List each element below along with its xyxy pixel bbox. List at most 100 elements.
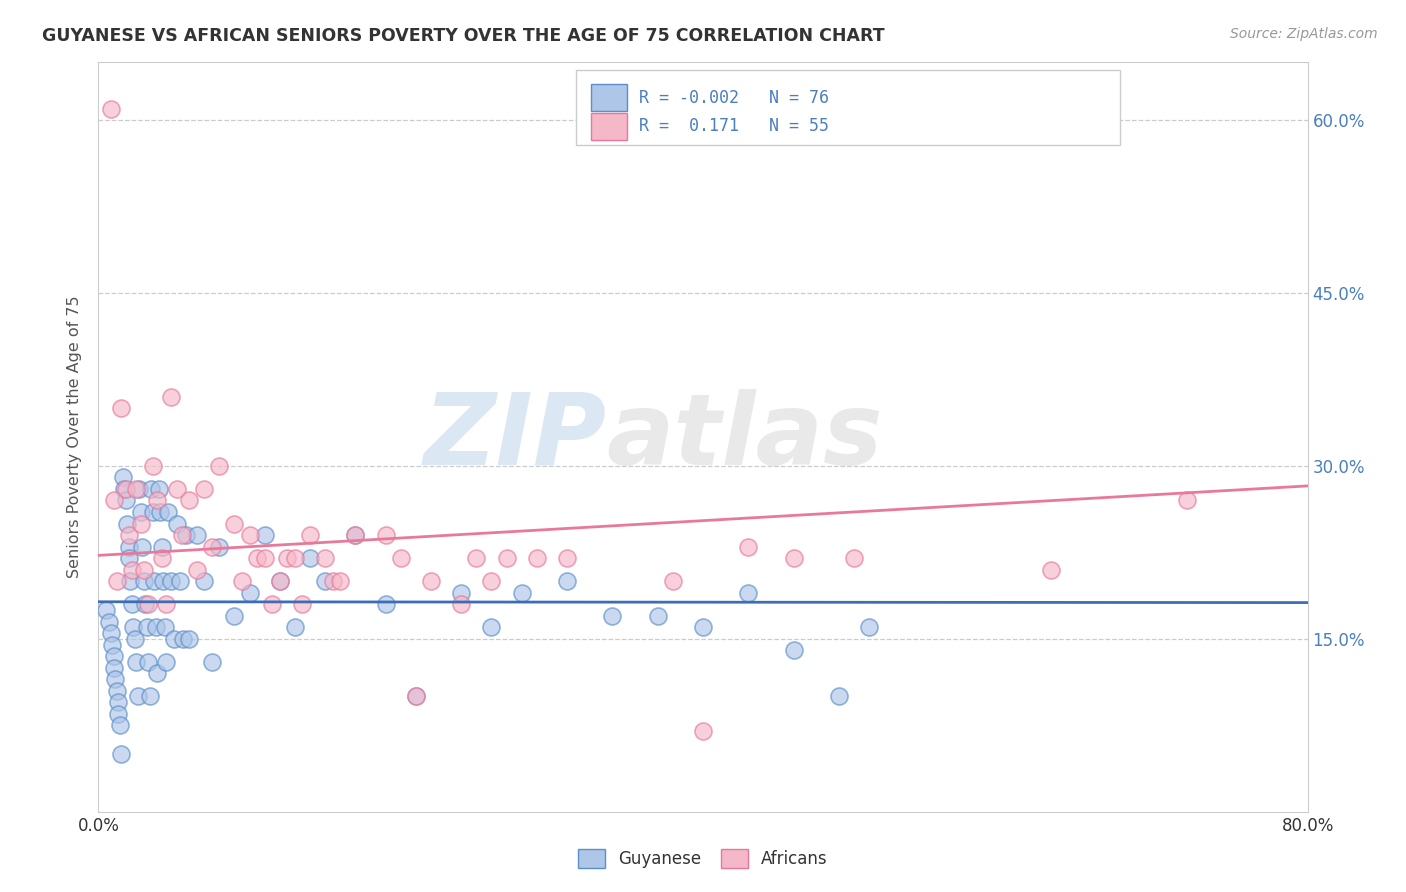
Point — [555, 551, 578, 566]
Point — [169, 574, 191, 589]
Point — [405, 690, 427, 704]
Point — [322, 574, 344, 589]
Point — [828, 690, 851, 704]
Point — [172, 632, 194, 646]
Point — [602, 608, 624, 623]
Point — [314, 574, 336, 589]
Point — [121, 597, 143, 611]
Point — [405, 690, 427, 704]
Point — [128, 482, 150, 496]
Text: atlas: atlas — [606, 389, 883, 485]
Point — [122, 620, 145, 634]
Point — [186, 563, 208, 577]
Text: GUYANESE VS AFRICAN SENIORS POVERTY OVER THE AGE OF 75 CORRELATION CHART: GUYANESE VS AFRICAN SENIORS POVERTY OVER… — [42, 27, 884, 45]
Point — [344, 528, 367, 542]
Point — [844, 551, 866, 566]
Point — [420, 574, 443, 589]
Point — [115, 516, 138, 531]
Point — [291, 597, 314, 611]
Point — [253, 551, 276, 566]
Point — [555, 574, 578, 589]
Point — [103, 660, 125, 674]
Point — [98, 615, 121, 629]
Point — [145, 620, 167, 634]
Point — [146, 493, 169, 508]
Point — [179, 493, 201, 508]
Point — [142, 505, 165, 519]
Point — [150, 540, 173, 554]
Point — [104, 672, 127, 686]
Point — [120, 574, 142, 589]
Point — [129, 516, 152, 531]
Point — [284, 620, 307, 634]
Point — [1039, 563, 1062, 577]
Point — [124, 632, 146, 646]
Point — [314, 551, 336, 566]
Point — [858, 620, 880, 634]
Point — [692, 620, 714, 634]
Point — [450, 597, 472, 611]
Point — [107, 695, 129, 709]
Point — [134, 597, 156, 611]
Point — [142, 458, 165, 473]
Text: ZIP: ZIP — [423, 389, 606, 485]
Point — [160, 574, 183, 589]
Point — [450, 585, 472, 599]
Point — [179, 632, 201, 646]
Point — [127, 690, 149, 704]
Point — [186, 528, 208, 542]
Point — [269, 574, 291, 589]
Point — [132, 563, 155, 577]
Point — [170, 528, 193, 542]
Point — [155, 597, 177, 611]
Point — [129, 505, 152, 519]
Point — [193, 482, 215, 496]
Point — [526, 551, 548, 566]
Point — [107, 706, 129, 721]
Point — [166, 516, 188, 531]
Point — [100, 626, 122, 640]
Point — [136, 597, 159, 611]
Point — [661, 574, 683, 589]
Point — [156, 505, 179, 519]
Point — [465, 551, 488, 566]
Point — [193, 574, 215, 589]
Point — [100, 102, 122, 116]
Point — [481, 620, 503, 634]
Point — [132, 574, 155, 589]
Point — [131, 540, 153, 554]
Point — [510, 585, 533, 599]
Point — [299, 551, 322, 566]
Point — [201, 655, 224, 669]
Point — [495, 551, 517, 566]
Point — [146, 666, 169, 681]
Point — [111, 470, 134, 484]
Point — [114, 493, 136, 508]
Point — [143, 574, 166, 589]
Point — [118, 551, 141, 566]
Text: R = -0.002   N = 76: R = -0.002 N = 76 — [638, 88, 830, 107]
Point — [389, 551, 412, 566]
Point — [139, 690, 162, 704]
Point — [246, 551, 269, 566]
Point — [783, 643, 806, 657]
Point — [114, 482, 136, 496]
Point — [105, 574, 128, 589]
Point — [166, 482, 188, 496]
Point — [299, 528, 322, 542]
Point — [284, 551, 307, 566]
Point — [112, 482, 135, 496]
Point — [262, 597, 284, 611]
Point — [110, 401, 132, 416]
Point — [125, 655, 148, 669]
Point — [344, 528, 367, 542]
Point — [150, 551, 173, 566]
Point — [253, 528, 276, 542]
Point — [118, 540, 141, 554]
Point — [105, 683, 128, 698]
Point — [208, 458, 231, 473]
Point — [239, 585, 262, 599]
Point — [101, 638, 124, 652]
Point — [481, 574, 503, 589]
Point — [160, 390, 183, 404]
